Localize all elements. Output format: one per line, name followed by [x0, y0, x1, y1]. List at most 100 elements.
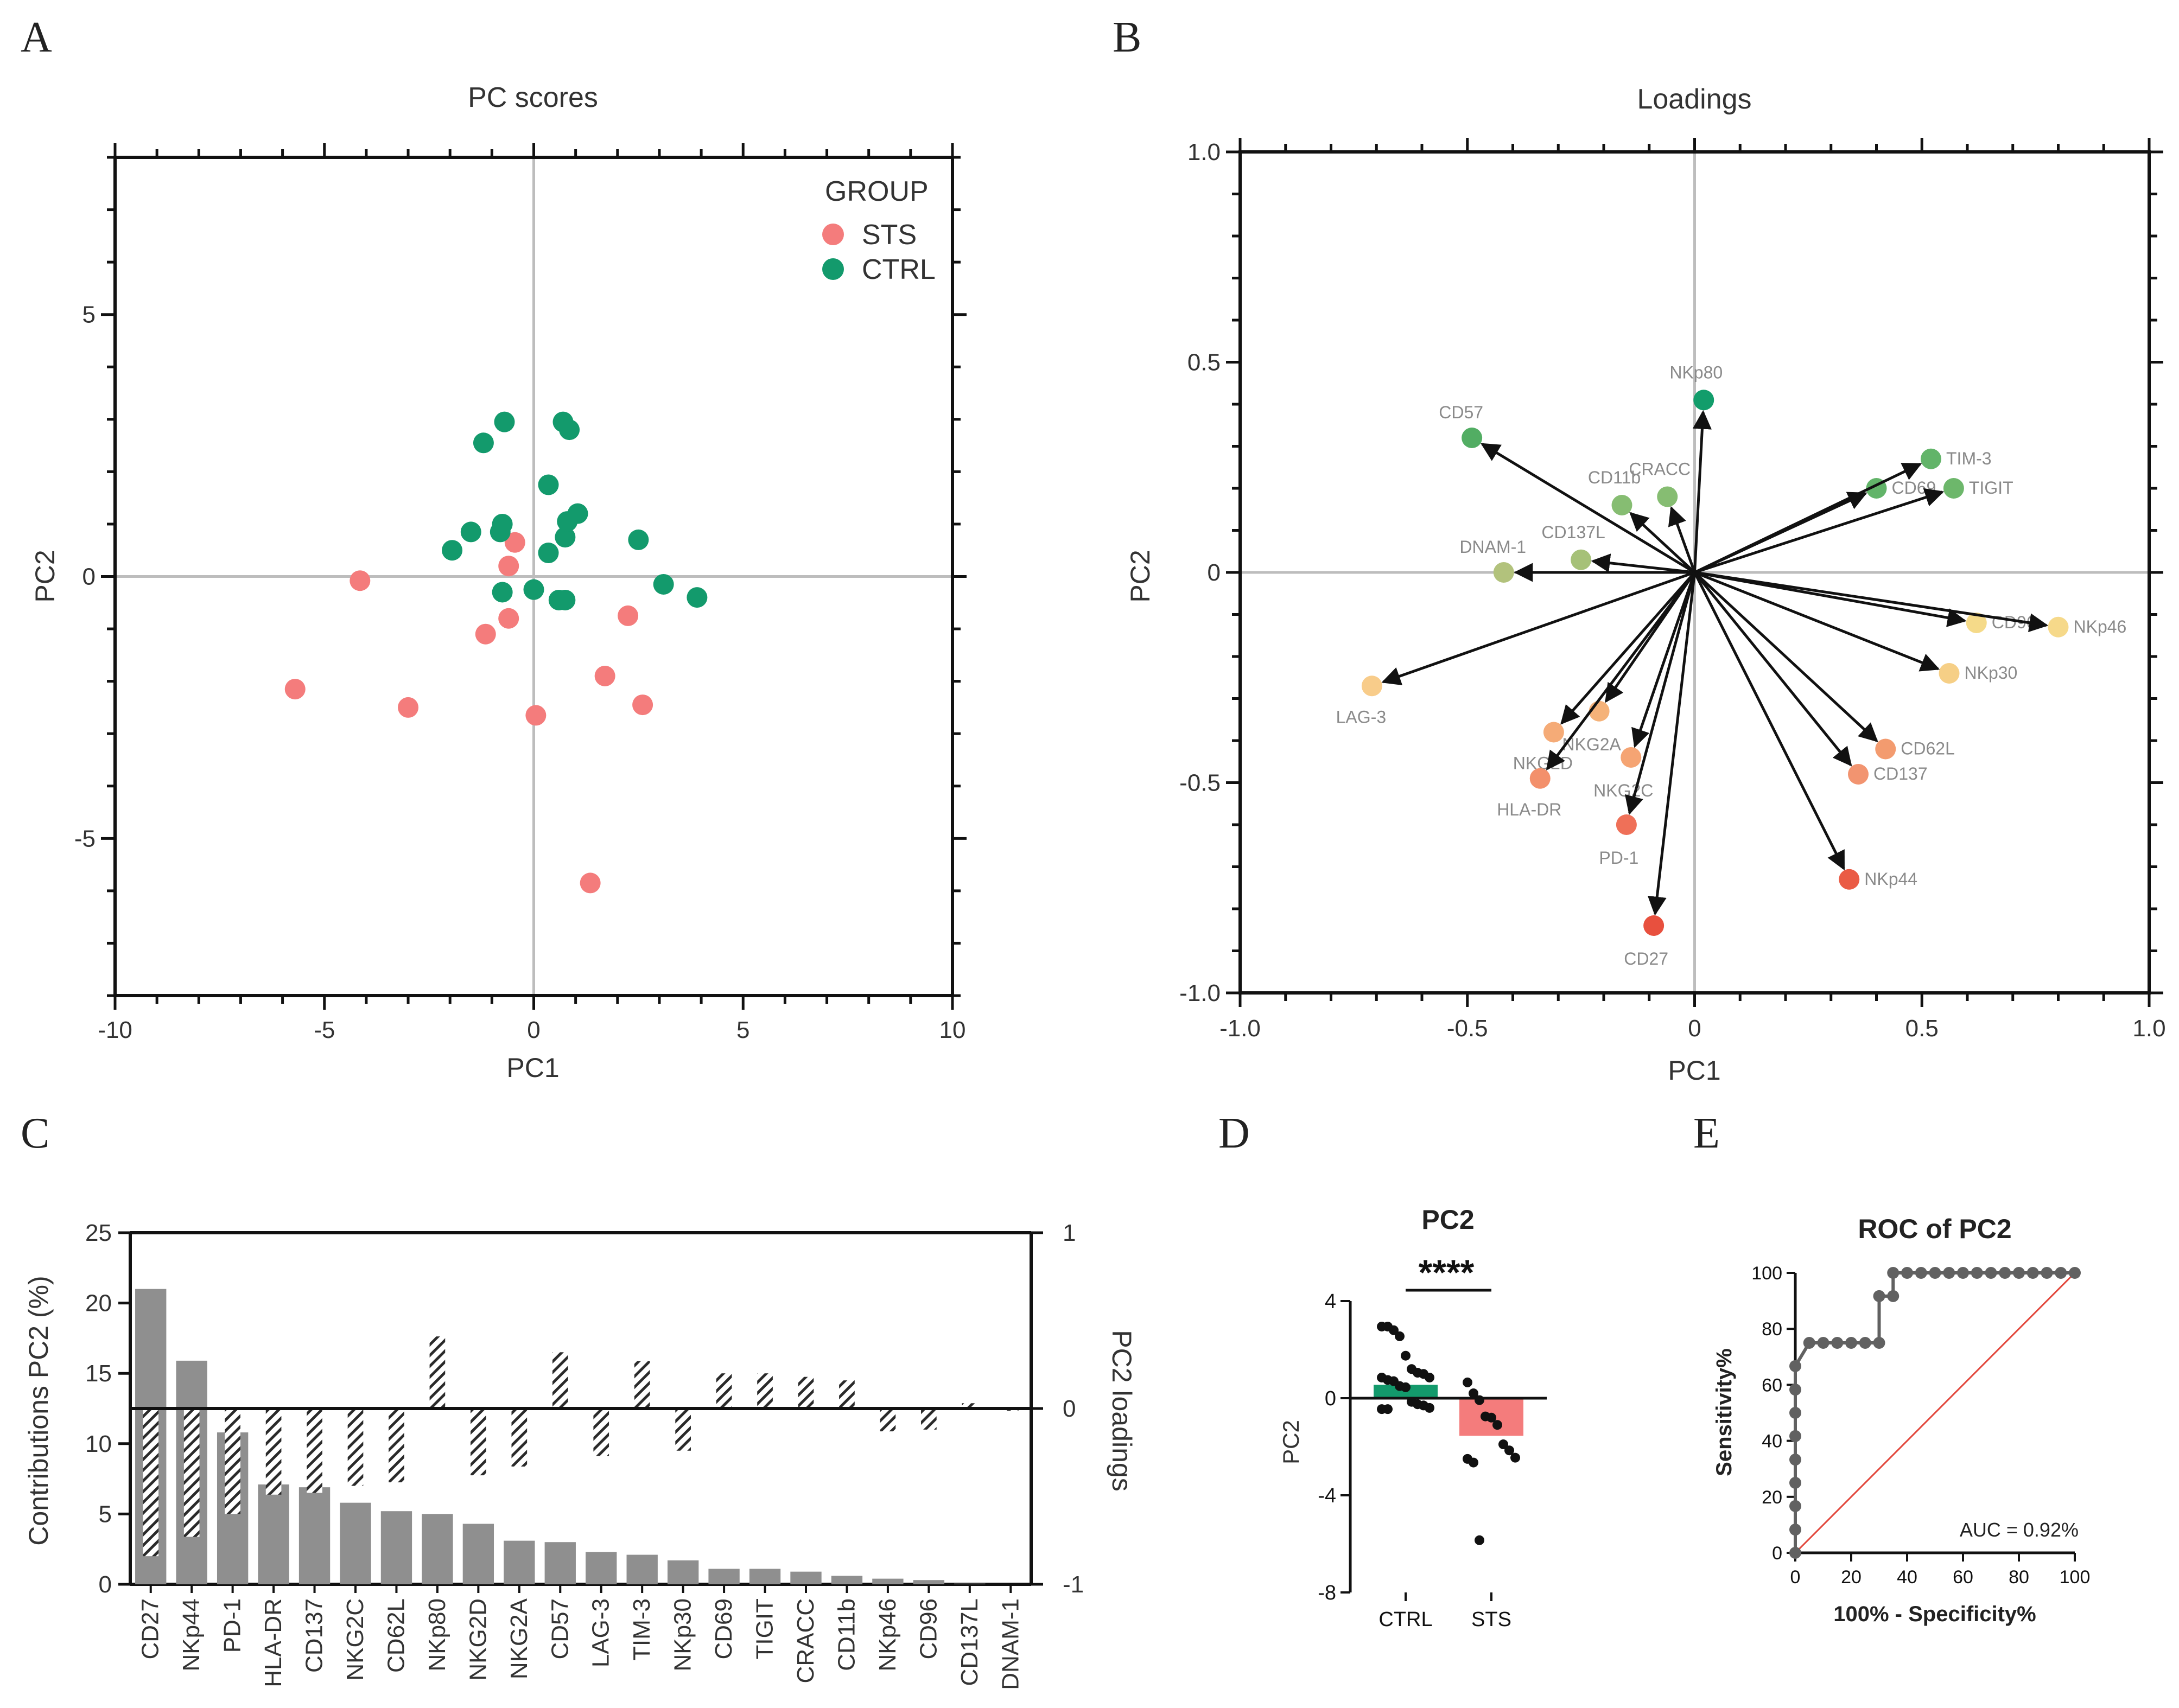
y2-axis-label-pc2-loadings: PC2 loadings	[1107, 1330, 1137, 1491]
roc-point	[1789, 1360, 1801, 1372]
x-axis-label-pc1-loadings: PC1	[1668, 1055, 1720, 1086]
category-label-lag-3: LAG-3	[588, 1598, 614, 1667]
y-tick-label: -4	[1318, 1484, 1336, 1507]
data-point-sts	[1475, 1395, 1484, 1405]
category-label-cd137l: CD137L	[956, 1598, 983, 1686]
point-sts	[284, 679, 306, 700]
arrow-pd-1	[1624, 572, 1696, 815]
loading-point-cd57	[1462, 428, 1483, 448]
y-tick-label: 0.5	[1187, 349, 1221, 376]
loading-label-pd-1: PD-1	[1599, 848, 1638, 868]
category-label-nkp46: NKp46	[874, 1598, 901, 1672]
panel-e-roc: ROC of PC2 100% - Specificity% Sensitivi…	[1712, 1214, 2090, 1626]
contribution-bar-cracc	[790, 1571, 822, 1584]
y-tick-label: 60	[1762, 1375, 1782, 1395]
point-ctrl	[567, 503, 588, 524]
roc-point	[1803, 1337, 1815, 1349]
y-axis-label-sensitivity: Sensitivity%	[1712, 1348, 1736, 1476]
roc-point	[1789, 1430, 1801, 1442]
loading-label-nkp46: NKp46	[2074, 617, 2127, 636]
contribution-bar-cd69	[708, 1569, 740, 1584]
point-sts	[398, 697, 419, 718]
point-ctrl	[473, 432, 494, 454]
category-label-cd62l: CD62L	[383, 1598, 409, 1673]
loading-point-cd62l	[1875, 738, 1896, 760]
contribution-bar-tigit	[749, 1569, 781, 1584]
panel-letter-a: A	[21, 14, 52, 61]
point-sts	[475, 623, 496, 645]
data-point-sts	[1504, 1445, 1514, 1456]
arrow-tigit	[1694, 488, 1945, 574]
category-label-nkg2d: NKG2D	[465, 1598, 491, 1681]
x-category-label-sts: STS	[1471, 1608, 1511, 1631]
data-point-ctrl	[1383, 1404, 1393, 1414]
arrow-cd27	[1647, 572, 1696, 916]
loading-label-cd137: CD137	[1873, 764, 1928, 783]
panel-b-loadings: Loadings PC1 PC2 -1.0 -0.5 0 0.5 1.0 -1.0 -0.5…	[1125, 84, 2166, 1086]
data-point-ctrl	[1401, 1350, 1411, 1361]
category-label-nkg2a: NKG2A	[506, 1598, 532, 1679]
panel-letter-b: B	[1113, 14, 1141, 61]
arrow-nkg2d	[1560, 571, 1696, 725]
loading-bar-nkp80	[429, 1336, 446, 1409]
category-label-nkg2c: NKG2C	[342, 1598, 369, 1681]
contribution-bar-nkg2a	[504, 1540, 535, 1584]
panel-letter-c: C	[21, 1110, 49, 1157]
y-tick-label: 20	[85, 1290, 112, 1317]
point-ctrl	[442, 540, 463, 561]
x-tick-label: -5	[314, 1017, 335, 1043]
arrow-nkp46	[1694, 571, 2049, 633]
loading-bar-nkg2c	[347, 1409, 364, 1486]
category-label-cd69: CD69	[710, 1598, 737, 1660]
loading-bar-nkp44	[183, 1409, 200, 1537]
point-ctrl	[538, 474, 559, 495]
y-axis-label-pc2-loadings: PC2	[1125, 550, 1155, 602]
loading-label-nkp44: NKp44	[1864, 869, 1917, 889]
contribution-bar-nkp46	[872, 1578, 904, 1584]
roc-point	[1845, 1337, 1857, 1349]
loading-label-tigit: TIGIT	[1969, 478, 2013, 498]
point-ctrl	[653, 573, 674, 595]
y-tick-label: 100	[1751, 1263, 1782, 1284]
loading-label-cd137l: CD137L	[1541, 522, 1605, 542]
contribution-bar-lag-3	[586, 1552, 617, 1584]
loading-bar-cd96	[921, 1409, 937, 1430]
loading-point-cd137l	[1571, 549, 1592, 570]
significance-label: ****	[1419, 1252, 1475, 1292]
x-tick-label: -10	[98, 1017, 132, 1043]
data-point-ctrl	[1389, 1325, 1399, 1335]
point-ctrl	[628, 529, 649, 550]
x-tick-label: 0.5	[1905, 1015, 1939, 1042]
loading-label-cracc: CRACC	[1629, 460, 1691, 479]
y-axis-label-pc2-bars: PC2	[1278, 1420, 1304, 1464]
roc-point	[2013, 1267, 2025, 1279]
roc-point	[1929, 1267, 1941, 1279]
roc-point	[1789, 1524, 1801, 1536]
roc-point	[2041, 1267, 2053, 1279]
contribution-bar-cd96	[913, 1580, 945, 1584]
point-ctrl	[555, 527, 576, 548]
chart-title-pc-scores: PC scores	[468, 82, 598, 113]
y-tick-label: 0	[1325, 1387, 1336, 1410]
loading-point-nkp80	[1693, 390, 1714, 411]
loading-label-cd69: CD69	[1892, 478, 1936, 498]
loading-point-nkp46	[2048, 616, 2069, 638]
loading-label-tim-3: TIM-3	[1946, 449, 1992, 468]
panel-c-contributions: Contributions PC2 (%) PC2 loadings 05101…	[23, 1220, 1137, 1690]
data-point-ctrl	[1425, 1372, 1434, 1382]
contribution-bar-hla-dr	[258, 1484, 289, 1584]
category-label-nkp44: NKp44	[178, 1598, 205, 1672]
roc-point	[2055, 1267, 2067, 1279]
data-point-sts	[1498, 1439, 1508, 1450]
loading-bar-nkp30	[675, 1409, 691, 1451]
loading-bar-cd137	[307, 1409, 322, 1493]
x-tick-label: 5	[736, 1017, 749, 1043]
category-label-cd11b: CD11b	[833, 1598, 860, 1671]
arrow-tim-3	[1694, 463, 1922, 574]
category-label-cd137: CD137	[301, 1598, 328, 1673]
category-label-pd-1: PD-1	[219, 1598, 246, 1653]
y-tick-label: 40	[1762, 1431, 1782, 1452]
y-tick-label: -0.5	[1179, 770, 1221, 796]
auc-annotation: AUC = 0.92%	[1960, 1519, 2079, 1541]
chart-title-loadings: Loadings	[1637, 84, 1751, 115]
